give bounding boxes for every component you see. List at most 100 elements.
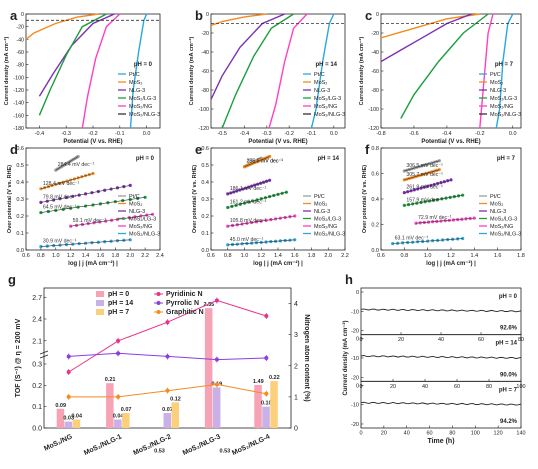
x-tick-label: 0.8 <box>224 253 232 259</box>
x-tick-label: -0.4 <box>442 131 451 137</box>
x-tick-label: 120 <box>494 431 503 437</box>
category-label: MoS₂/NG <box>43 433 74 452</box>
bar-value-label: 0.12 <box>170 396 181 402</box>
x-tick-label: 0.0 <box>330 131 338 137</box>
x-tick-label: 1.2 <box>67 253 75 259</box>
legend-entry: NLG-3 <box>490 88 506 94</box>
bar <box>262 406 270 428</box>
y-tick-label: 0.1 <box>32 404 42 411</box>
series-line <box>268 13 308 129</box>
data-point <box>214 357 219 362</box>
bar-value-label: 0.10 <box>261 401 272 407</box>
panel-letter: e <box>195 142 202 157</box>
y-tick-label: -80 <box>16 63 24 69</box>
bar <box>56 408 65 428</box>
stability-trace <box>360 401 522 406</box>
tafel-slope-label: 185.5 mV dec⁻¹ <box>247 159 284 165</box>
y2-tick-label: 4 <box>294 301 298 308</box>
data-point <box>66 370 71 374</box>
tafel-slope-label: 105.8 mV dec⁻¹ <box>230 218 267 224</box>
bar <box>64 421 73 428</box>
y-tick-label: 0.3 <box>32 362 42 369</box>
x-tick-label: 40 <box>422 384 428 390</box>
y-tick-label: 2.4 <box>32 317 42 324</box>
y-tick-label: 0.5 <box>16 163 24 169</box>
y-tick-label: 0 <box>356 290 359 296</box>
bar-value-label: 0.53 <box>220 449 231 455</box>
tafel-slope-label: 79.8 mV dec⁻¹ <box>43 194 77 200</box>
y-tick-label: -40 <box>16 37 24 43</box>
y2-tick-label: 1 <box>294 394 298 401</box>
x-tick-label: 0 <box>359 431 362 437</box>
bar <box>204 308 213 428</box>
y-tick-label: -120 <box>368 126 379 132</box>
y-tick-label: 0.0 <box>16 248 24 254</box>
category-label: MoS₂/NLG-4 <box>231 433 271 457</box>
y-tick-label: 0.0 <box>32 426 42 433</box>
condition-label: pH = 0 <box>134 62 153 68</box>
y-tick-label: 0 <box>356 383 359 389</box>
x-axis-label: Potential (V vs. RHE) <box>63 139 122 145</box>
x-tick-label: 2.0 <box>324 253 332 259</box>
x-tick-label: 2.2 <box>341 253 349 259</box>
bar-value-label: 0.09 <box>55 403 66 409</box>
legend-entry: Pyrrolic N <box>166 300 199 307</box>
condition-label: pH = 14 <box>315 62 337 68</box>
legend-entry: MoS₂/NLG-3 <box>129 112 160 118</box>
y-tick-label: 0.4 <box>201 180 209 186</box>
condition-label: pH = 0 <box>499 294 518 300</box>
y2-tick-label: 2 <box>294 363 298 370</box>
legend-entry: Pyridinic N <box>166 291 203 298</box>
x-tick-label: 1.0 <box>424 253 432 259</box>
bar <box>106 383 114 428</box>
bar-value-label: 0.21 <box>105 377 116 383</box>
legend-entry: MoS₂/LG-3 <box>490 217 517 223</box>
bar <box>72 419 81 428</box>
x-tick-label: 1.4 <box>471 253 479 259</box>
panel-letter: b <box>195 8 203 23</box>
fit-line <box>404 169 440 181</box>
y-tick-label: 0.6 <box>201 146 209 152</box>
y-tick-label: -20 <box>351 422 359 428</box>
x-axis-label: log | j (mA cm⁻²) | <box>426 260 476 267</box>
x-tick-label: 1.8 <box>517 253 525 259</box>
x-axis-label: log | j (mA cm⁻²) | <box>253 260 303 267</box>
series-line <box>81 13 121 129</box>
data-point <box>128 238 132 242</box>
fit-line <box>227 215 295 227</box>
y-tick-label: -100 <box>13 75 24 81</box>
legend-entry: MoS₂/LG-3 <box>314 217 341 223</box>
x-tick-label: 1.6 <box>291 253 299 259</box>
y-tick-label: -80 <box>201 88 209 94</box>
x-tick-label: -0.1 <box>307 131 316 137</box>
legend-entry: Pt/C <box>314 72 325 78</box>
bar <box>122 413 130 428</box>
x-tick-label: 60 <box>454 384 460 390</box>
x-tick-label: -0.2 <box>284 131 293 137</box>
legend-swatch <box>96 291 104 297</box>
legend-entry: MoS₂/NG <box>490 224 513 230</box>
y-tick-label: 0.6 <box>16 146 24 152</box>
data-point <box>461 193 465 197</box>
legend-entry: Pt/C <box>314 194 325 200</box>
panel-letter: h <box>345 272 353 287</box>
legend-entry: MoS₂/NLG-3 <box>314 112 345 118</box>
y-tick-label: 0.0 <box>371 248 379 254</box>
panel-letter: g <box>8 272 16 287</box>
x-tick-label: 0.0 <box>143 131 151 137</box>
y-tick-label: 2.1 <box>32 338 42 345</box>
data-point <box>268 178 272 182</box>
legend-entry: MoS₂/LG-3 <box>314 96 341 102</box>
y-axis-label: Current density (mA cm⁻²) <box>3 36 10 105</box>
condition-label: pH = 14 <box>317 156 339 162</box>
y-tick-label: -10 <box>351 356 359 362</box>
series-line <box>495 13 514 129</box>
tafel-slope-label: 45.0 mV dec⁻¹ <box>230 237 264 243</box>
x-tick-label: 60 <box>478 337 484 343</box>
panel-f: f 0.0 0.2 0.4 0.6 0.8 0.6 0.8 1.0 1.2 1.4 1.6 1.8 log… <box>362 142 525 267</box>
tafel-slope-label: 64.5 mV dec⁻¹ <box>43 205 77 211</box>
legend-entry: Pt/C <box>490 194 501 200</box>
bar <box>163 413 171 428</box>
fit-line <box>404 194 463 206</box>
panel-g: g 0.0 0.1 0.2 0.3 2.1 2.4 2.7 0 1 2 3 4 TOF (S⁻¹) @ η… <box>8 272 310 457</box>
